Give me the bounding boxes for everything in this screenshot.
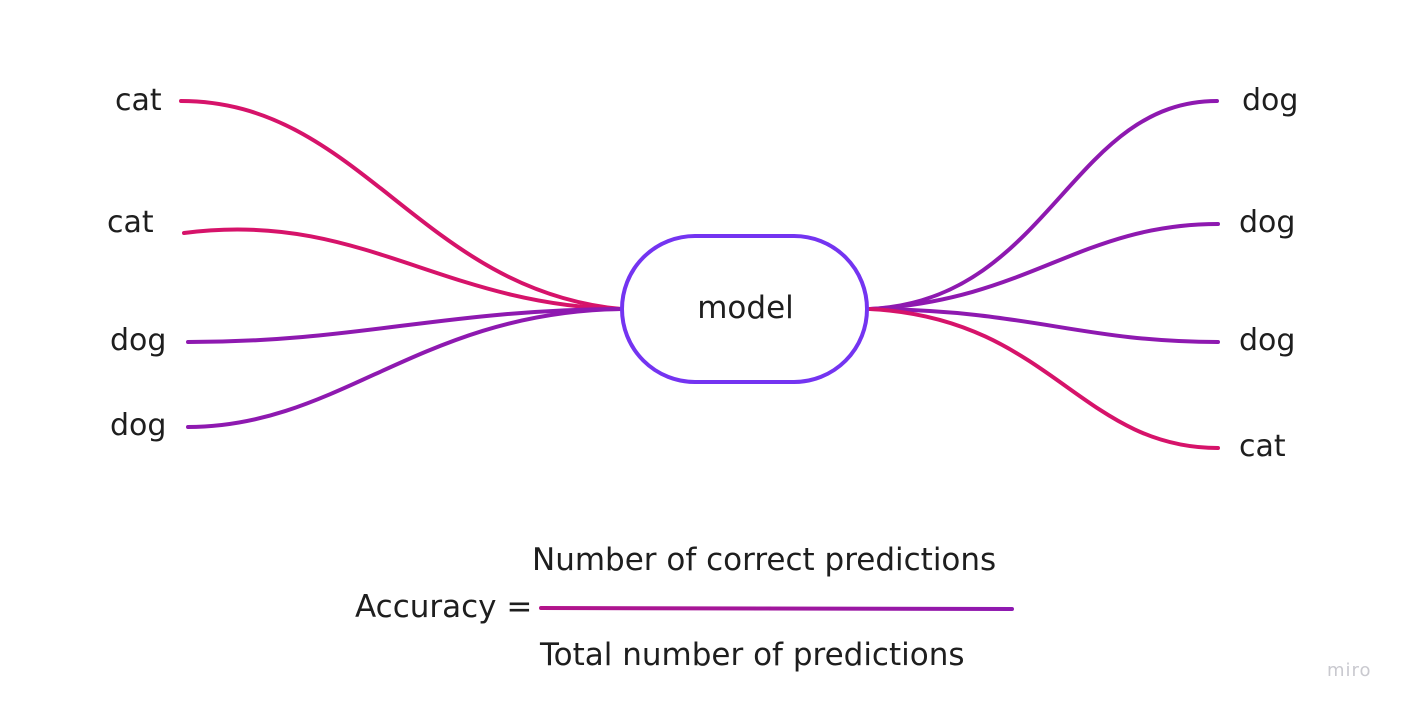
output-connector-dog-3 xyxy=(868,307,1220,344)
output-label-2: dog xyxy=(1239,205,1296,240)
input-label-3: dog xyxy=(110,323,167,358)
output-label-4: cat xyxy=(1239,429,1286,464)
output-connector-dog-2 xyxy=(868,222,1220,311)
input-connector-cat-2 xyxy=(182,227,623,311)
input-label-1: cat xyxy=(115,83,162,118)
input-connector-dog-2 xyxy=(186,307,623,429)
miro-watermark: miro xyxy=(1327,660,1372,681)
input-connector-dog-1 xyxy=(186,307,623,344)
fraction-bar xyxy=(539,606,1014,611)
formula-denominator: Total number of predictions xyxy=(540,637,965,673)
model-node xyxy=(620,234,869,384)
output-label-1: dog xyxy=(1242,83,1299,118)
input-label-2: cat xyxy=(107,205,154,240)
model-label: model xyxy=(697,290,794,326)
output-connector-dog-1 xyxy=(868,99,1219,311)
formula-numerator: Number of correct predictions xyxy=(532,542,997,578)
input-label-4: dog xyxy=(110,408,167,443)
input-connector-cat-1 xyxy=(179,99,623,311)
output-label-3: dog xyxy=(1239,323,1296,358)
output-connector-cat-1 xyxy=(868,307,1220,450)
accuracy-label: Accuracy = xyxy=(355,589,533,625)
